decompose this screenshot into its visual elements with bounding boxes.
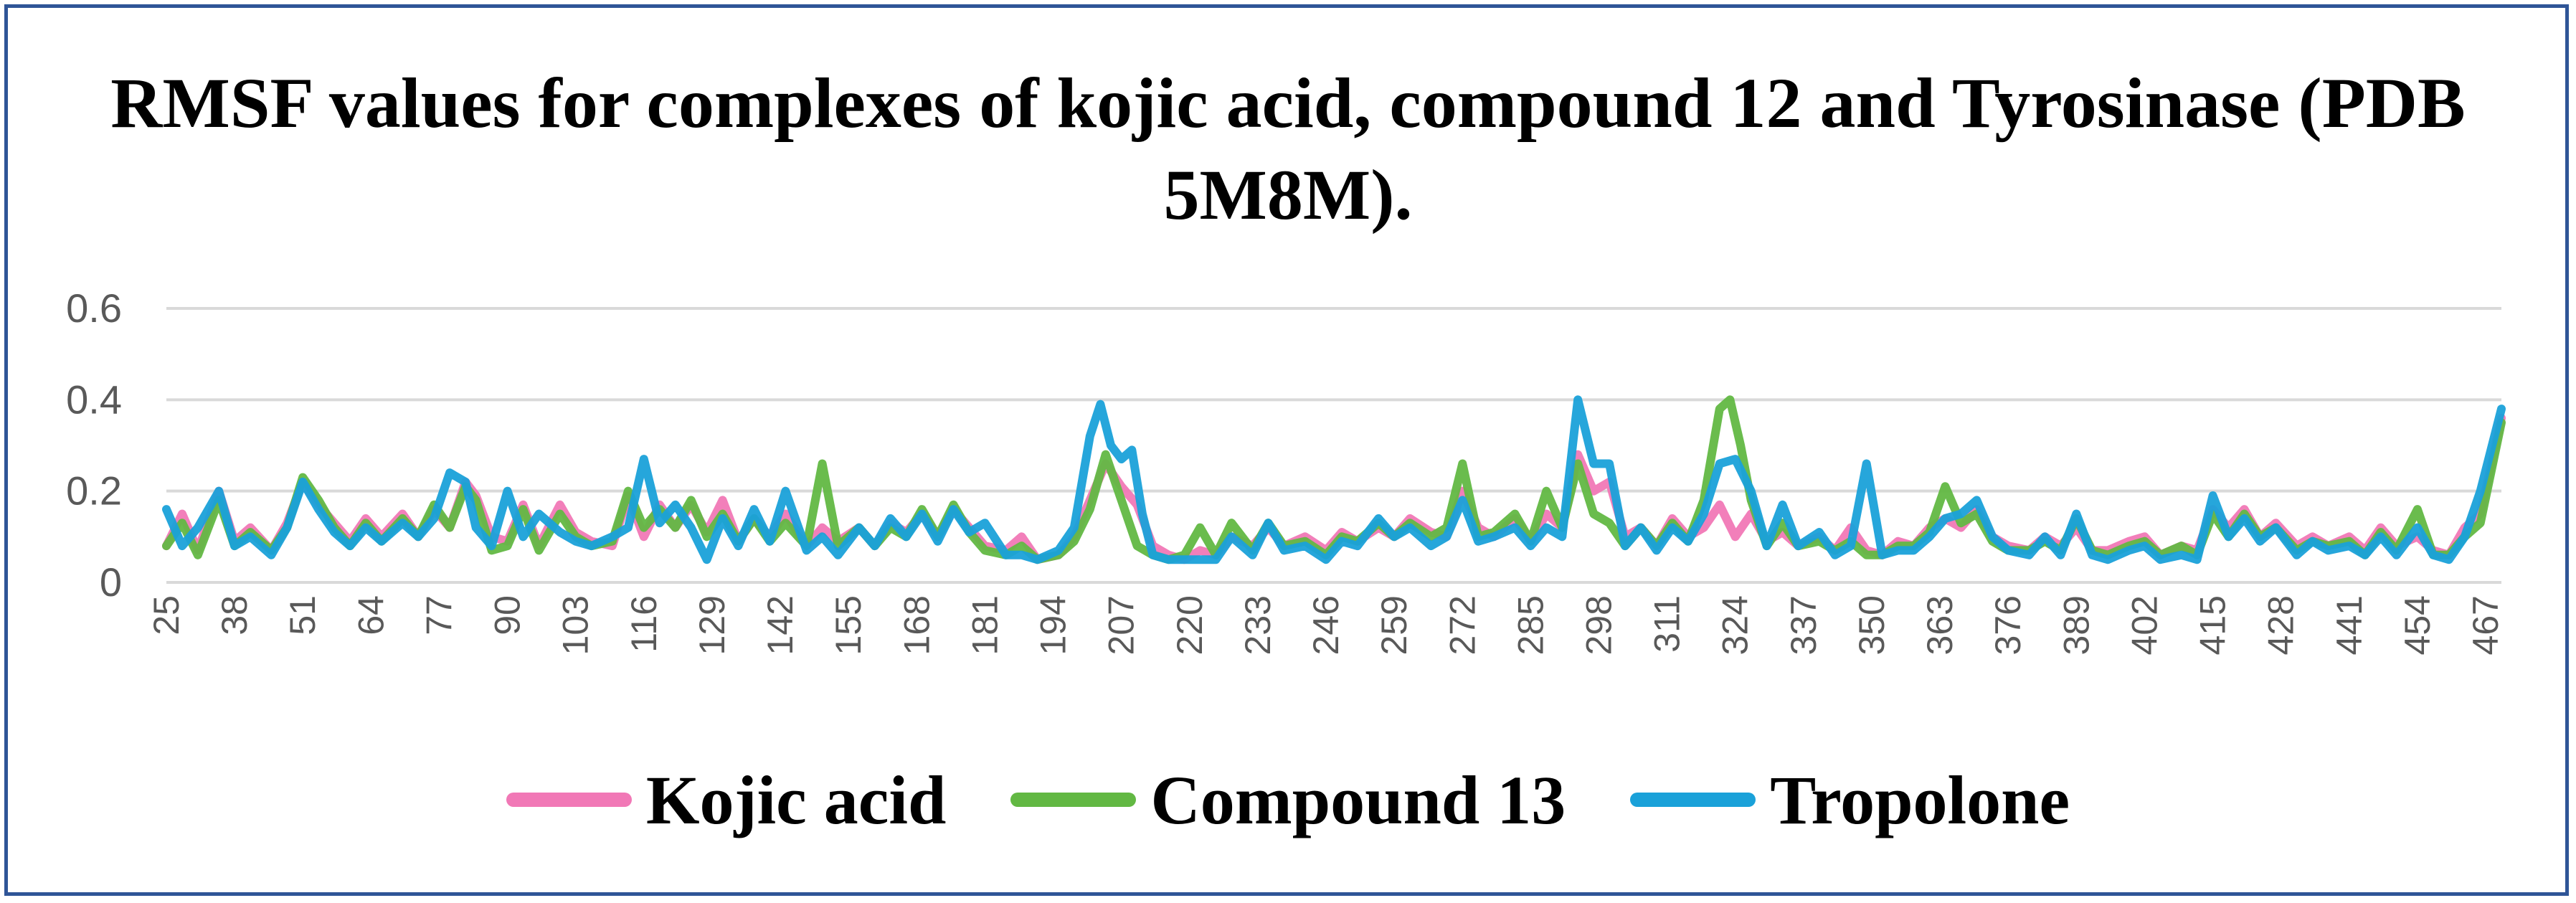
legend-label-kojic-acid: Kojic acid	[645, 761, 947, 838]
y-tick-label: 0.2	[66, 468, 122, 514]
x-tick-label: 168	[896, 595, 937, 655]
x-tick-label: 337	[1784, 595, 1824, 655]
chart-legend: Kojic acid Compound 13 Tropolone	[0, 753, 2576, 846]
x-tick-label: 285	[1510, 595, 1550, 655]
x-tick-label: 181	[965, 595, 1005, 655]
legend-item-kojic-acid: Kojic acid	[506, 760, 947, 840]
x-tick-label: 389	[2056, 595, 2096, 655]
y-tick-label: 0	[100, 559, 122, 605]
x-tick-label: 415	[2193, 595, 2233, 655]
x-tick-label: 363	[1920, 595, 1960, 655]
x-tick-label: 155	[828, 595, 868, 655]
chart-title: RMSF values for complexes of kojic acid,…	[110, 63, 2466, 235]
x-tick-label: 467	[2466, 595, 2506, 655]
legend-item-tropolone: Tropolone	[1630, 760, 2070, 840]
x-tick-label: 64	[351, 595, 391, 635]
legend-label-compound-13: Compound 13	[1150, 761, 1566, 838]
x-tick-label: 428	[2261, 595, 2301, 655]
x-tick-label: 259	[1374, 595, 1414, 655]
chart-frame	[4, 4, 2569, 896]
x-tick-label: 103	[556, 595, 596, 655]
y-tick-label: 0.6	[66, 285, 122, 331]
y-tick-label: 0.4	[66, 377, 122, 422]
x-tick-label: 142	[760, 595, 800, 655]
x-tick-label: 77	[419, 595, 459, 635]
legend-swatch-compound-13	[1010, 793, 1137, 807]
legend-label-tropolone: Tropolone	[1770, 761, 2070, 838]
legend-swatch-tropolone	[1630, 793, 1756, 807]
x-tick-label: 116	[624, 595, 664, 653]
x-tick-label: 233	[1238, 595, 1278, 655]
x-tick-label: 51	[283, 595, 323, 635]
x-tick-label: 129	[692, 595, 732, 655]
x-tick-label: 350	[1852, 595, 1892, 655]
series-line-kojic-acid	[162, 413, 2506, 564]
x-tick-label: 194	[1033, 595, 1074, 655]
series-line-tropolone	[162, 395, 2506, 564]
x-tick-label: 272	[1442, 595, 1482, 655]
x-axis-ticks: 25 38 51 64 77 90 103 116 129 142 155 168 181 194 207 2…	[146, 595, 2506, 655]
x-tick-label: 311	[1647, 595, 1687, 653]
x-tick-label: 402	[2124, 595, 2164, 655]
x-tick-label: 220	[1170, 595, 1210, 655]
x-tick-label: 207	[1102, 595, 1142, 655]
x-tick-label: 376	[1988, 595, 2028, 655]
series-lines	[162, 395, 2506, 564]
x-tick-label: 441	[2329, 595, 2369, 655]
x-tick-label: 90	[488, 595, 528, 635]
x-tick-label: 246	[1306, 595, 1346, 655]
x-tick-label: 25	[146, 595, 186, 635]
legend-item-compound-13: Compound 13	[1010, 760, 1566, 840]
x-tick-label: 298	[1579, 595, 1619, 655]
legend-swatch-kojic-acid	[506, 793, 632, 807]
x-tick-label: 324	[1715, 595, 1756, 655]
grid-lines	[166, 307, 2501, 584]
x-tick-label: 38	[214, 595, 255, 635]
x-tick-label: 454	[2397, 595, 2438, 655]
y-axis-ticks: 0 0.2 0.4 0.6	[66, 285, 122, 605]
